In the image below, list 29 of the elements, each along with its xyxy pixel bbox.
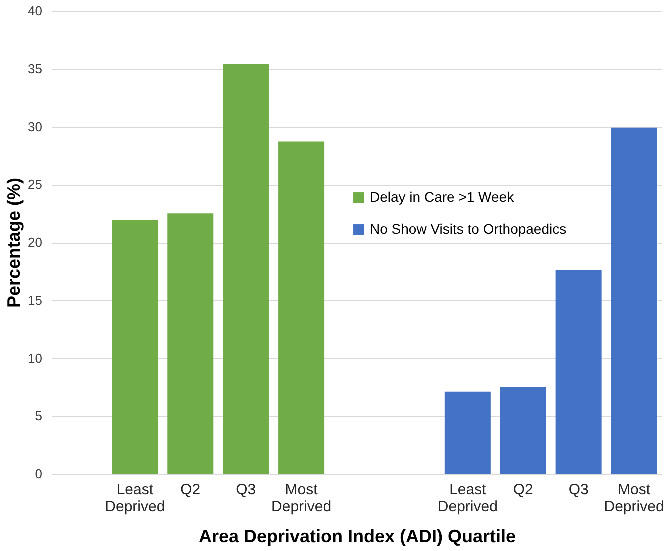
x-tick-label: Q3 — [236, 482, 256, 498]
bar — [444, 392, 491, 474]
x-tick-label: Least Deprived — [438, 482, 498, 516]
x-tick-label: Least Deprived — [105, 482, 166, 516]
bar — [223, 64, 270, 474]
x-tick-label: Q2 — [513, 482, 534, 498]
x-tick-label: Most Deprived — [604, 482, 664, 516]
x-tick-label: Most Deprived — [272, 482, 332, 516]
bar — [556, 270, 602, 474]
bar — [500, 387, 546, 474]
y-tick-label: 30 — [28, 119, 42, 134]
y-tick-label: 15 — [28, 292, 42, 308]
bar — [611, 128, 658, 474]
bar — [168, 214, 214, 474]
y-tick-label: 20 — [28, 235, 42, 250]
y-axis-title: Percentage (%) — [4, 178, 24, 308]
bar — [278, 142, 325, 474]
y-tick-label: 25 — [28, 177, 42, 192]
x-axis-title: Area Deprivation Index (ADI) Quartile — [198, 526, 516, 546]
legend-label: No Show Visits to Orthopaedics — [370, 221, 567, 237]
x-tick-label: Q2 — [180, 482, 201, 498]
y-tick-label: 0 — [35, 466, 42, 482]
y-tick-label: 10 — [28, 350, 42, 366]
bar — [112, 220, 158, 474]
y-tick-label: 5 — [35, 408, 42, 424]
legend-label: Delay in Care >1 Week — [370, 189, 516, 205]
y-tick-label: 40 — [28, 4, 42, 18]
y-tick-label: 35 — [28, 61, 42, 76]
x-tick-label: Q3 — [568, 482, 589, 498]
